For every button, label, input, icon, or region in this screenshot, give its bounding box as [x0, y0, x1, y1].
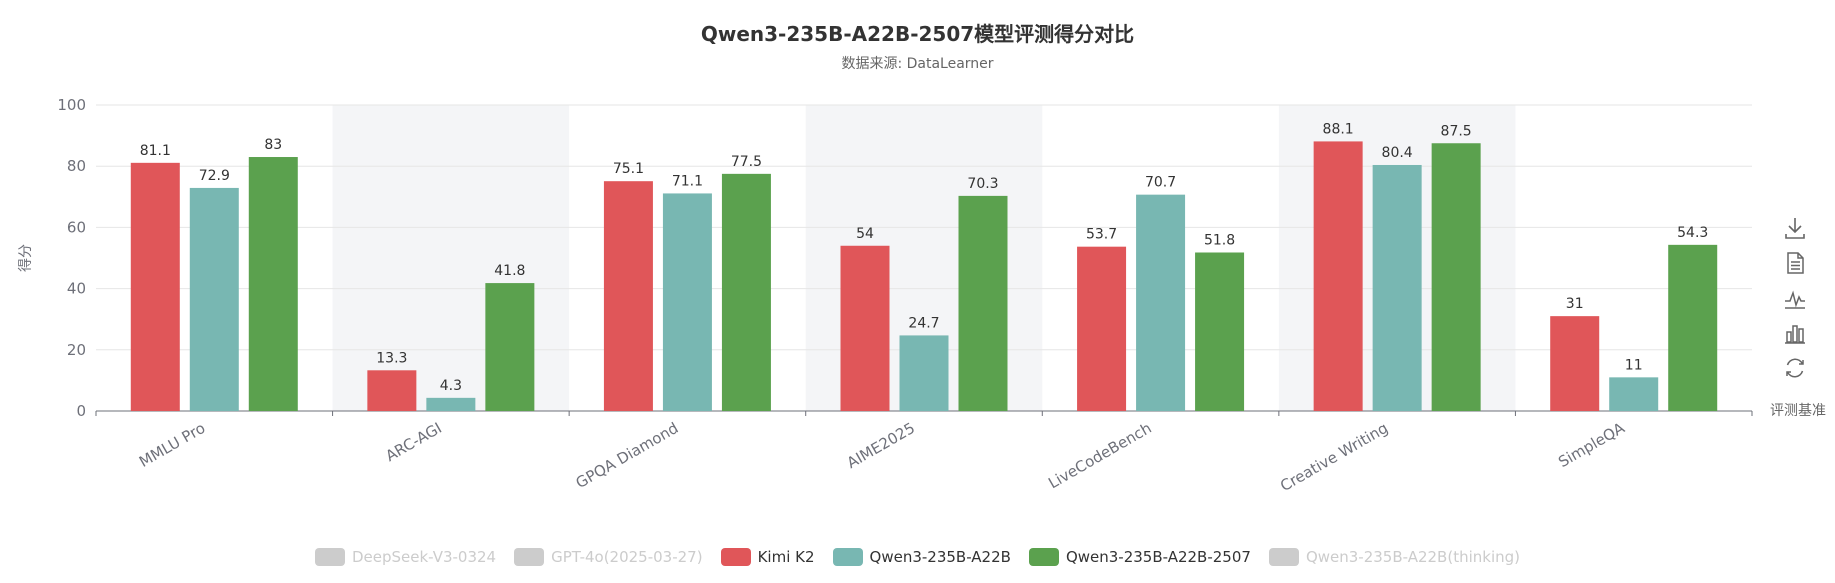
bar[interactable] — [1668, 244, 1718, 411]
data-view-icon[interactable] — [1782, 250, 1808, 276]
legend-swatch — [514, 548, 545, 566]
data-label: 54 — [856, 226, 874, 242]
legend-swatch — [832, 548, 863, 566]
y-tick-label: 80 — [67, 157, 86, 175]
legend-item[interactable]: Qwen3-235B-A22B-2507 — [1028, 548, 1251, 566]
data-label: 72.9 — [199, 168, 230, 184]
bar[interactable] — [1136, 194, 1186, 411]
bar[interactable] — [662, 193, 712, 411]
legend-item[interactable]: DeepSeek-V3-0324 — [314, 548, 497, 566]
data-label: 83 — [264, 137, 282, 153]
legend-label: Qwen3-235B-A22B — [869, 548, 1011, 566]
data-label: 13.3 — [376, 350, 407, 366]
x-tick-label: LiveCodeBench — [1045, 419, 1154, 492]
bar[interactable] — [1077, 246, 1127, 411]
data-label: 54.3 — [1677, 225, 1708, 241]
bar[interactable] — [248, 157, 298, 411]
bar[interactable] — [721, 173, 771, 411]
x-tick-label: AIME2025 — [844, 419, 918, 472]
bar[interactable] — [485, 283, 535, 411]
x-tick-label: MMLU Pro — [136, 419, 208, 471]
data-label: 81.1 — [140, 143, 171, 159]
line-chart-icon[interactable] — [1782, 285, 1808, 311]
data-label: 87.5 — [1441, 123, 1472, 139]
bar[interactable] — [1609, 377, 1659, 411]
legend-label: Kimi K2 — [757, 548, 815, 566]
chart-title: Qwen3-235B-A22B-2507模型评测得分对比 — [700, 22, 1135, 46]
bar[interactable] — [1313, 141, 1363, 411]
download-icon[interactable] — [1782, 215, 1808, 241]
y-axis-title: 得分 — [17, 244, 34, 272]
data-label: 71.1 — [672, 173, 703, 189]
data-label: 80.4 — [1382, 145, 1413, 161]
legend-label: DeepSeek-V3-0324 — [351, 548, 497, 566]
data-label: 24.7 — [908, 315, 939, 331]
legend-item[interactable]: Qwen3-235B-A22B — [832, 548, 1011, 566]
x-tick-label: GPQA Diamond — [573, 419, 682, 492]
x-tick-label: SimpleQA — [1555, 419, 1628, 472]
y-tick-label: 100 — [57, 96, 86, 114]
y-tick-label: 0 — [76, 402, 86, 420]
data-label: 31 — [1566, 296, 1584, 312]
data-label: 41.8 — [494, 263, 525, 279]
x-tick-label: Creative Writing — [1277, 419, 1391, 495]
legend-item[interactable]: GPT-4o(2025-03-27) — [514, 548, 703, 566]
bar[interactable] — [367, 370, 417, 411]
legend-label: Qwen3-235B-A22B-2507 — [1065, 548, 1251, 566]
x-tick-label: ARC-AGI — [383, 419, 445, 465]
data-label: 11 — [1625, 357, 1643, 373]
data-label: 70.7 — [1145, 175, 1176, 191]
bar[interactable] — [130, 162, 180, 411]
restore-icon[interactable] — [1782, 355, 1808, 381]
bar[interactable] — [1431, 143, 1481, 411]
bar[interactable] — [840, 245, 890, 411]
data-label: 53.7 — [1086, 227, 1117, 243]
legend-label: Qwen3-235B-A22B(thinking) — [1305, 548, 1520, 566]
bar[interactable] — [958, 195, 1008, 411]
bar[interactable] — [1195, 252, 1245, 411]
bar[interactable] — [189, 187, 239, 411]
bar[interactable] — [426, 397, 476, 411]
data-label: 51.8 — [1204, 232, 1235, 248]
data-label: 88.1 — [1323, 121, 1354, 137]
data-label: 4.3 — [440, 378, 462, 394]
legend-item[interactable]: Qwen3-235B-A22B(thinking) — [1268, 548, 1520, 566]
y-tick-label: 60 — [67, 218, 86, 236]
bar-chart-icon[interactable] — [1782, 320, 1808, 346]
legend-item[interactable]: Kimi K2 — [720, 548, 815, 566]
y-tick-label: 40 — [67, 280, 86, 298]
data-label: 70.3 — [967, 176, 998, 192]
toolbox — [1782, 215, 1810, 390]
bar[interactable] — [1372, 164, 1422, 411]
legend-swatch — [314, 548, 345, 566]
y-tick-label: 20 — [67, 341, 86, 359]
legend-swatch — [1268, 548, 1299, 566]
bar[interactable] — [603, 181, 653, 411]
bar[interactable] — [899, 335, 949, 411]
legend-swatch — [720, 548, 751, 566]
toolbox-hover-label: 评测基准 — [1770, 403, 1826, 419]
bar[interactable] — [1550, 316, 1600, 411]
data-label: 75.1 — [613, 161, 644, 177]
data-label: 77.5 — [731, 154, 762, 170]
legend: DeepSeek-V3-0324 GPT-4o(2025-03-27) Kimi K… — [0, 548, 1835, 566]
chart-subtitle: 数据来源: DataLearner — [841, 56, 994, 72]
legend-swatch — [1028, 548, 1059, 566]
legend-label: GPT-4o(2025-03-27) — [551, 548, 703, 566]
